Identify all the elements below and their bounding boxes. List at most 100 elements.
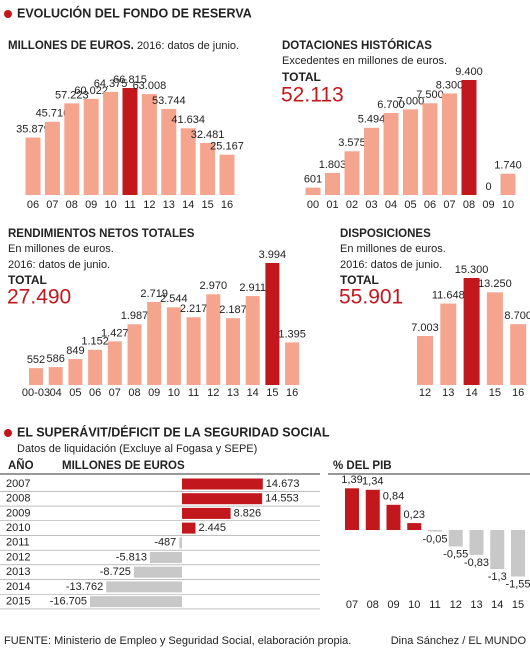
chart-subtitle: En millones de euros. bbox=[8, 243, 114, 255]
x-tick-label: 12 bbox=[450, 599, 462, 611]
bar bbox=[325, 172, 340, 195]
x-tick-label: 12 bbox=[143, 199, 155, 211]
bar bbox=[245, 296, 260, 385]
total-label: TOTAL bbox=[340, 273, 379, 287]
x-tick-label: 04 bbox=[385, 199, 397, 211]
chart-title: DOTACIONES HISTÓRICAS bbox=[282, 39, 432, 52]
x-tick-label: 08 bbox=[367, 599, 379, 611]
x-tick-label: 14 bbox=[465, 387, 477, 399]
bar bbox=[461, 80, 477, 195]
bar bbox=[25, 137, 41, 195]
value-label: 45.716 bbox=[36, 108, 70, 120]
value-label: 25.167 bbox=[210, 141, 244, 153]
value-label: 2.911 bbox=[239, 282, 266, 294]
value-label: -0,05 bbox=[422, 533, 447, 545]
x-tick-label: 05 bbox=[404, 199, 416, 211]
x-tick-label: 15 bbox=[201, 199, 213, 211]
source: FUENTE: Ministerio de Empleo y Seguridad… bbox=[4, 635, 351, 647]
bar bbox=[186, 317, 201, 385]
value-label: 35.879 bbox=[16, 123, 50, 135]
section-title: EL SUPERÁVIT/DÉFICIT DE LA SEGURIDAD SOC… bbox=[17, 424, 330, 439]
bar bbox=[386, 504, 401, 530]
value-label: 1.395 bbox=[278, 328, 306, 340]
value-label: -0,83 bbox=[464, 557, 489, 569]
x-tick-label: 08 bbox=[128, 387, 140, 399]
bar bbox=[428, 530, 442, 532]
chart-note: 2016: datos de junio. bbox=[8, 259, 110, 271]
bar bbox=[344, 151, 360, 195]
value-label: 1.427 bbox=[101, 327, 129, 339]
bar bbox=[383, 113, 399, 195]
y-tick-label: 2013 bbox=[6, 566, 30, 578]
chart-title: % DEL PIB bbox=[333, 460, 392, 472]
bar bbox=[182, 478, 263, 490]
y-tick-label: 2008 bbox=[6, 493, 30, 505]
x-tick-label: 07 bbox=[346, 599, 358, 611]
bar bbox=[440, 303, 457, 385]
bar bbox=[285, 342, 300, 385]
value-label: 1.152 bbox=[81, 336, 109, 348]
bar bbox=[141, 94, 157, 195]
bar bbox=[345, 488, 359, 530]
x-tick-label: 12 bbox=[419, 387, 431, 399]
value-label: 41.634 bbox=[171, 114, 205, 126]
bar bbox=[403, 109, 418, 195]
bar bbox=[106, 581, 182, 593]
bar bbox=[88, 349, 103, 385]
chart-note: 2016: datos de junio. bbox=[340, 259, 442, 271]
value-label: 1.987 bbox=[121, 310, 149, 322]
x-tick-label: 15 bbox=[266, 387, 278, 399]
value-label: 15.300 bbox=[455, 264, 489, 276]
chart-title: MILLONES DE EUROS. 2016: datos de junio. bbox=[8, 40, 239, 52]
value-label: 0 bbox=[485, 181, 491, 193]
x-tick-label: 04 bbox=[50, 387, 62, 399]
x-tick-label: 16 bbox=[512, 387, 524, 399]
value-label: -8.725 bbox=[100, 566, 131, 578]
bar bbox=[206, 294, 221, 385]
value-label: 2.445 bbox=[198, 522, 226, 534]
value-label: 7.500 bbox=[416, 89, 444, 101]
value-label: 0,84 bbox=[383, 491, 404, 503]
bar bbox=[90, 596, 182, 608]
value-label: 3.994 bbox=[259, 249, 287, 261]
bar bbox=[29, 368, 43, 385]
x-tick-label: 08 bbox=[463, 199, 475, 211]
value-label: -487 bbox=[154, 537, 176, 549]
value-label: -13.762 bbox=[66, 581, 103, 593]
bar bbox=[305, 187, 321, 195]
value-label: 5.494 bbox=[358, 114, 386, 126]
column-header: AÑO bbox=[8, 459, 34, 472]
bar bbox=[364, 127, 379, 195]
bar bbox=[149, 552, 182, 563]
y-tick-label: 2010 bbox=[6, 522, 30, 534]
x-tick-label: 06 bbox=[424, 199, 436, 211]
bar bbox=[486, 292, 503, 385]
value-label: 0,23 bbox=[404, 509, 425, 521]
x-tick-label: 16 bbox=[221, 199, 233, 211]
x-tick-label: 09 bbox=[387, 599, 399, 611]
value-label: 7.000 bbox=[397, 95, 425, 107]
x-tick-label: 14 bbox=[247, 387, 259, 399]
y-tick-label: 2009 bbox=[6, 507, 30, 519]
bar bbox=[422, 103, 438, 195]
chart-title: RENDIMIENTOS NETOS TOTALES bbox=[8, 228, 195, 240]
chart-subtitle: 2016: datos de junio. bbox=[137, 40, 239, 52]
bar bbox=[107, 341, 122, 385]
bar bbox=[48, 367, 63, 385]
chart-title: DISPOSICIONES bbox=[340, 228, 431, 240]
y-tick-label: 2012 bbox=[6, 551, 30, 563]
y-tick-label: 2014 bbox=[6, 581, 30, 593]
x-tick-label: 11 bbox=[429, 599, 440, 611]
bar bbox=[180, 128, 196, 195]
x-tick-label: 09 bbox=[85, 199, 97, 211]
bar bbox=[469, 530, 484, 555]
value-label: 2.970 bbox=[200, 280, 228, 292]
bar bbox=[179, 537, 182, 549]
value-label: 586 bbox=[47, 353, 65, 365]
x-tick-label: 03 bbox=[365, 199, 377, 211]
bar bbox=[122, 88, 138, 195]
bar bbox=[200, 142, 216, 195]
x-tick-label: 01 bbox=[326, 199, 338, 211]
bullet bbox=[4, 10, 12, 18]
